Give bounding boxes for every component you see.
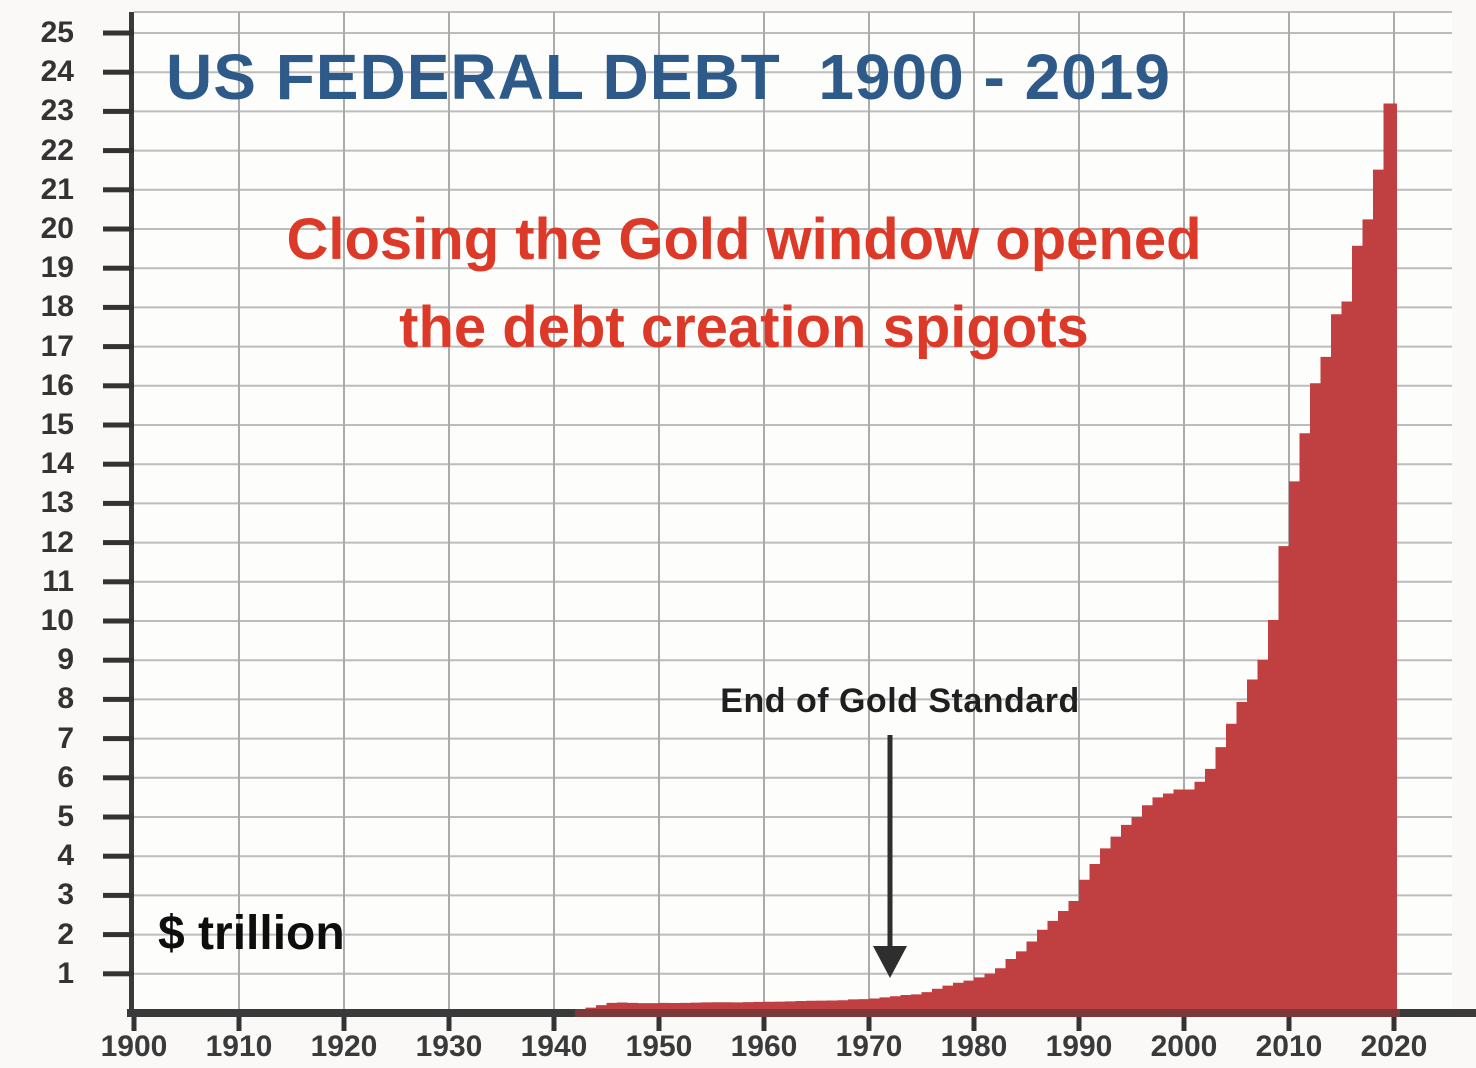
y-axis-tick	[103, 540, 134, 546]
y-axis-tick	[103, 579, 134, 585]
y-axis-tick	[103, 304, 134, 310]
x-axis-under-area	[575, 1009, 1400, 1017]
y-axis-tick	[103, 461, 134, 467]
x-axis-tick	[236, 1017, 242, 1031]
y-axis-line	[129, 12, 134, 1017]
y-axis-tick	[103, 226, 134, 232]
y-axis-tick	[103, 383, 134, 389]
x-axis-tick	[1391, 1017, 1397, 1031]
y-axis-tick	[103, 971, 134, 977]
y-axis-tick	[103, 344, 134, 350]
x-axis-tick	[551, 1017, 557, 1031]
y-axis-tick	[103, 736, 134, 742]
x-axis-tick	[1076, 1017, 1082, 1031]
x-axis-tick	[1181, 1017, 1187, 1031]
debt-area	[134, 103, 1397, 1017]
y-axis-tick	[103, 853, 134, 859]
y-axis-tick	[103, 30, 134, 36]
x-axis-tick	[866, 1017, 872, 1031]
y-axis-tick	[103, 932, 134, 938]
x-axis-tick	[446, 1017, 452, 1031]
gold-standard-arrow-head	[873, 946, 907, 978]
y-axis-tick	[103, 187, 134, 193]
x-axis-tick	[656, 1017, 662, 1031]
y-axis-tick	[103, 422, 134, 428]
y-axis-tick	[103, 265, 134, 271]
x-axis-tick	[971, 1017, 977, 1031]
y-axis-tick	[103, 892, 134, 898]
x-axis-tick	[761, 1017, 767, 1031]
y-axis-tick	[103, 69, 134, 75]
x-axis-tick	[131, 1017, 137, 1031]
y-axis-tick	[103, 657, 134, 663]
y-axis-tick	[103, 148, 134, 154]
x-axis-tick	[341, 1017, 347, 1031]
y-axis-tick	[103, 108, 134, 114]
x-axis-tick	[1286, 1017, 1292, 1031]
y-axis-tick	[103, 500, 134, 506]
y-axis-tick	[103, 696, 134, 702]
y-axis-tick	[103, 814, 134, 820]
y-axis-tick	[103, 618, 134, 624]
y-axis-tick	[103, 775, 134, 781]
